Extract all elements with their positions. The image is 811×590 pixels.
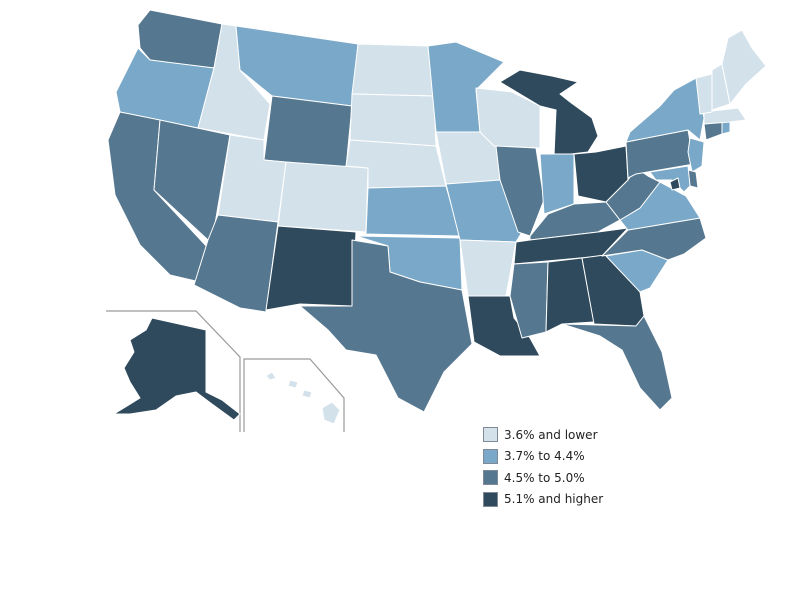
alaska-inset-frame <box>106 310 241 432</box>
state-hawaii[interactable] <box>321 401 341 425</box>
state-north-dakota[interactable] <box>351 43 435 97</box>
state-alabama[interactable] <box>545 257 595 333</box>
state-maine[interactable] <box>721 29 767 105</box>
state-mississippi[interactable] <box>509 261 549 339</box>
state-hawaii-islands[interactable] <box>265 371 313 399</box>
state-michigan[interactable] <box>499 69 599 157</box>
legend-swatch <box>483 491 498 507</box>
legend-label: 4.5% to 5.0% <box>504 470 585 485</box>
state-alaska[interactable] <box>113 317 241 421</box>
state-south-dakota[interactable] <box>349 93 437 147</box>
state-wisconsin[interactable] <box>475 87 541 149</box>
state-new-york[interactable] <box>625 77 705 143</box>
state-connecticut[interactable] <box>703 121 723 141</box>
state-massachusetts[interactable] <box>703 107 747 125</box>
state-indiana[interactable] <box>539 153 575 215</box>
legend-item: 3.7% to 4.4% <box>483 446 603 468</box>
legend-label: 3.6% and lower <box>504 427 598 442</box>
state-texas[interactable] <box>299 239 473 413</box>
hawaii-inset-frame <box>243 358 345 432</box>
legend-swatch <box>483 427 498 443</box>
state-new-mexico[interactable] <box>265 225 357 311</box>
state-new-jersey[interactable] <box>687 137 705 173</box>
legend-swatch <box>483 470 498 486</box>
legend-label: 3.7% to 4.4% <box>504 449 585 464</box>
state-rhode-island[interactable] <box>721 121 731 135</box>
state-dc[interactable] <box>669 177 681 191</box>
legend-label: 5.1% and higher <box>504 492 604 507</box>
legend: 3.6% and lower 3.7% to 4.4% 4.5% to 5.0%… <box>483 424 603 510</box>
state-missouri[interactable] <box>445 179 523 243</box>
state-arkansas[interactable] <box>459 239 517 297</box>
legend-item: 5.1% and higher <box>483 489 603 511</box>
state-colorado[interactable] <box>277 161 369 233</box>
state-washington[interactable] <box>137 9 223 69</box>
legend-swatch <box>483 448 498 464</box>
state-vermont[interactable] <box>695 73 713 115</box>
state-florida[interactable] <box>561 315 673 411</box>
state-wyoming[interactable] <box>263 95 353 169</box>
state-kansas[interactable] <box>365 185 461 237</box>
legend-item: 4.5% to 5.0% <box>483 467 603 489</box>
state-west-virginia[interactable] <box>605 167 661 221</box>
legend-item: 3.6% and lower <box>483 424 603 446</box>
